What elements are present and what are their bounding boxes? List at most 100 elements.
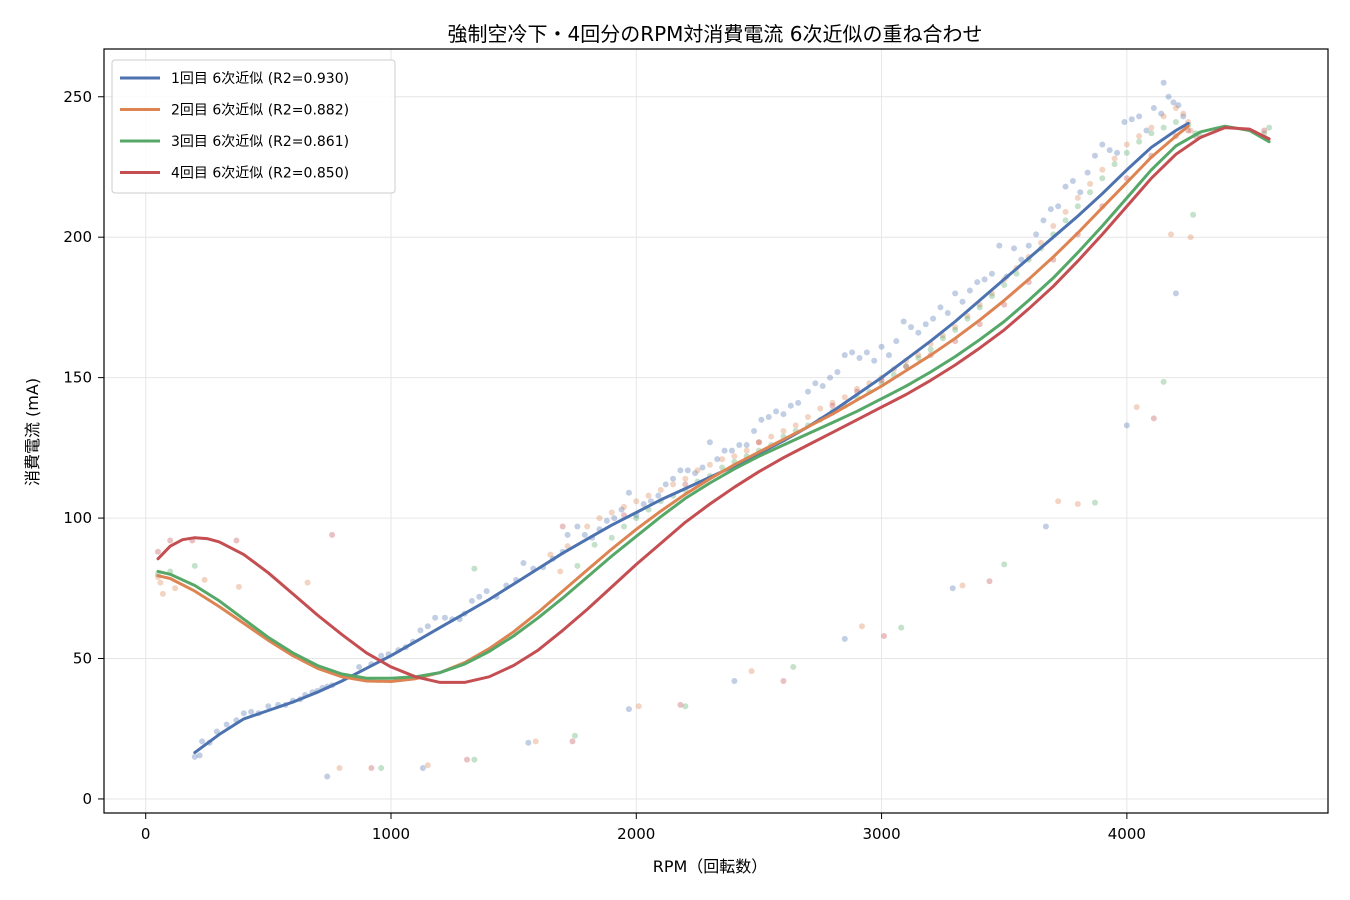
data-point [1172,119,1179,126]
data-point [1091,152,1098,159]
data-point [655,492,662,499]
data-point [804,413,811,420]
legend: 1回目 6次近似 (R2=0.930) 2回目 6次近似 (R2=0.882) 3回… [111,59,396,194]
data-point [736,442,743,449]
data-point [329,531,336,538]
data-point [1172,104,1179,111]
y-tick-label: 150 [63,369,92,387]
data-point [1136,113,1143,120]
data-point [378,652,385,659]
data-point [780,428,787,434]
data-point [196,752,203,759]
data-point [908,324,915,331]
data-point [988,293,995,300]
data-point [625,489,632,496]
data-point [719,456,726,463]
data-point [1160,79,1167,86]
data-point [699,464,706,471]
data-point [159,590,166,597]
data-point [1187,127,1194,134]
x-tick-label: 1000 [372,825,410,843]
data-point [1055,498,1062,505]
data-point [787,402,794,409]
plot-frame [103,48,1329,814]
data-point [483,588,490,595]
data-point [569,738,576,745]
data-point [1074,203,1081,210]
data-point [1123,149,1130,156]
data-point [199,738,206,745]
data-point [795,399,802,406]
data-point [564,543,571,550]
data-point [829,402,836,409]
data-point [608,509,615,516]
data-point [662,481,669,488]
data-point [571,732,578,739]
data-point [878,343,885,350]
chart-title: 強制空冷下・4回分のRPM対消費電流 6次近似の重ね合わせ [447,22,982,46]
data-point [1074,501,1081,508]
data-point [765,413,772,420]
data-point [930,315,937,322]
data-point [417,627,424,634]
data-point [682,703,689,710]
legend-box [111,59,396,194]
data-point [235,583,242,590]
data-point [706,439,713,446]
data-point [1062,208,1069,215]
data-point [1160,113,1167,120]
data-point [248,708,255,715]
data-point [849,349,856,356]
data-point [547,551,554,558]
data-point [1121,119,1128,126]
data-point [858,623,865,630]
legend-label-4: 4回目 6次近似 (R2=0.850) [171,166,349,182]
data-point [1047,206,1054,213]
y-tick-label: 50 [73,650,92,668]
legend-label-2: 2回目 6次近似 (R2=0.882) [171,103,349,119]
data-point [419,765,426,772]
data-point [1150,415,1157,422]
data-point [829,399,836,406]
data-point [927,346,934,353]
data-point [625,706,632,713]
data-point [201,576,208,583]
data-point [959,582,966,589]
data-point [682,475,689,482]
data-point [621,523,628,530]
data-point [952,290,959,297]
data-point [773,408,780,415]
data-point [981,276,988,283]
data-point [714,456,721,463]
data-point [841,635,848,642]
data-point [677,701,684,708]
data-point [1160,124,1167,131]
data-point [944,310,951,317]
data-point [584,523,591,530]
data-point [368,765,375,772]
data-point [841,394,848,401]
data-point [817,405,824,412]
data-point [424,762,431,769]
x-tick-label: 4000 [1108,825,1146,843]
y-tick-label: 250 [63,88,92,106]
data-point [596,515,603,522]
data-point [677,467,684,474]
data-point [520,560,527,567]
data-point [1091,499,1098,506]
data-point [633,515,640,522]
data-point [1158,110,1165,117]
data-point [684,467,691,474]
data-point [1128,116,1135,123]
data-point [721,447,728,454]
data-point [964,315,971,322]
fit-line-3 [156,124,1271,680]
data-point [476,593,483,600]
y-tick-label: 200 [63,228,92,246]
legend-label-1: 1回目 6次近似 (R2=0.930) [171,71,349,87]
data-point [233,537,240,544]
data-point [324,773,331,780]
data-point [988,270,995,277]
data-point [1187,234,1194,241]
data-point [1136,138,1143,145]
